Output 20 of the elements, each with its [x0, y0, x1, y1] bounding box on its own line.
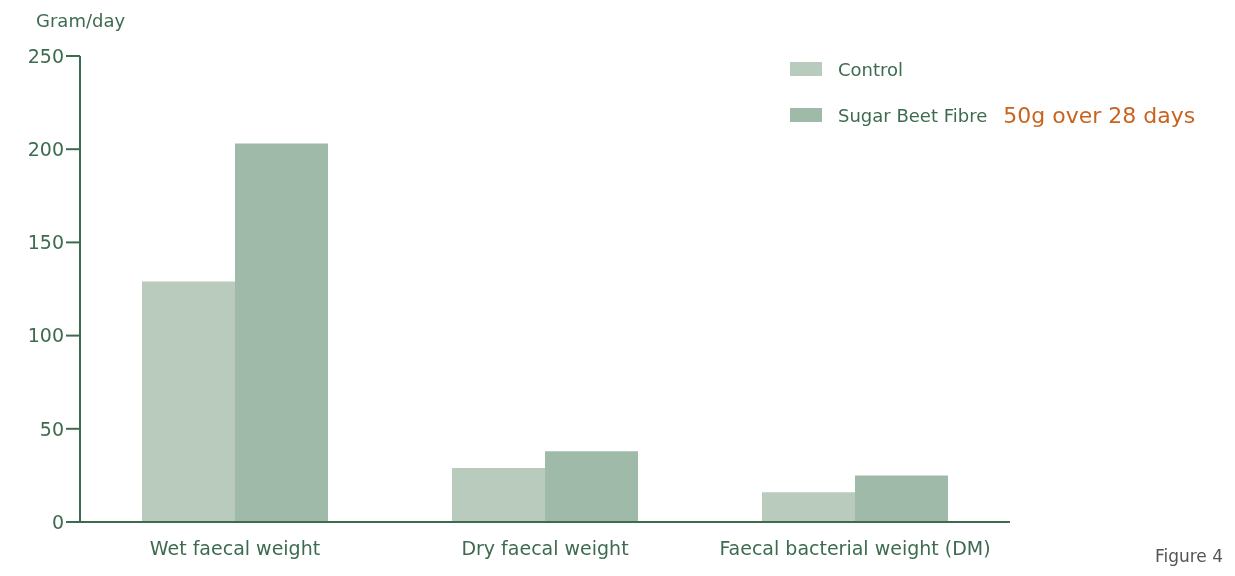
annotation: 50g over 28 days — [1003, 102, 1196, 128]
bar — [762, 492, 855, 522]
x-tick-label: Dry faecal weight — [461, 537, 629, 560]
y-tick-label: 250 — [27, 44, 64, 67]
y-tick-label: 200 — [27, 137, 64, 160]
y-tick-label: 150 — [27, 231, 64, 254]
y-axis-title: Gram/day — [36, 10, 126, 31]
x-tick-label: Faecal bacterial weight (DM) — [719, 537, 991, 560]
x-tick-label: Wet faecal weight — [149, 537, 321, 560]
bar — [452, 467, 545, 522]
y-tick-label: 100 — [27, 324, 64, 347]
bar — [235, 143, 328, 522]
bar — [855, 475, 948, 522]
legend-label: Sugar Beet Fibre — [838, 104, 988, 126]
y-tick-label: 50 — [39, 417, 64, 440]
caption: Figure 4 — [1154, 546, 1223, 566]
bar — [142, 281, 235, 522]
legend-label: Control — [838, 58, 904, 80]
y-tick-label: 0 — [51, 510, 64, 533]
bar — [545, 451, 638, 522]
